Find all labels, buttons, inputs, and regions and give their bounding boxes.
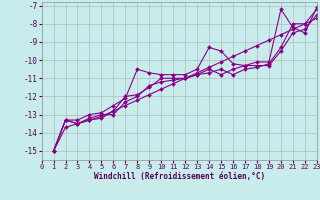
X-axis label: Windchill (Refroidissement éolien,°C): Windchill (Refroidissement éolien,°C) [94, 172, 265, 181]
